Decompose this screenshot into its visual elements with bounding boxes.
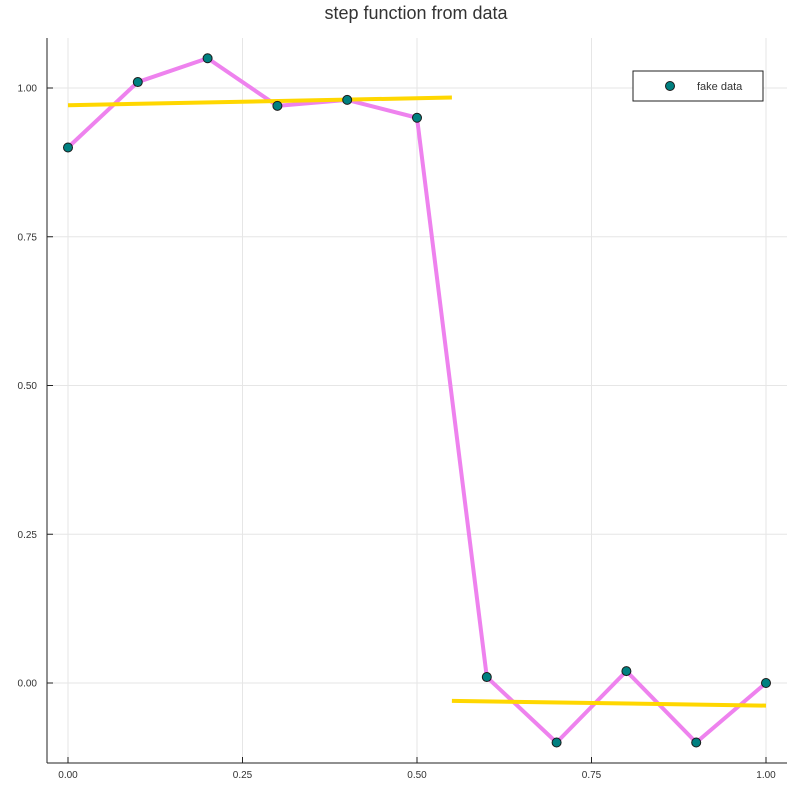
y-tick-label: 0.50 (18, 381, 38, 392)
data-point (202, 53, 213, 64)
data-point (132, 77, 143, 88)
x-tick-label: 0.00 (58, 770, 78, 781)
y-tick-label: 0.75 (18, 232, 38, 243)
x-tick-label: 0.25 (233, 770, 253, 781)
data-point (342, 94, 353, 105)
data-point (691, 737, 702, 748)
data-point (621, 666, 632, 677)
x-tick-label: 1.00 (756, 770, 776, 781)
data-point (551, 737, 562, 748)
data-point (412, 112, 422, 123)
x-tick-label: 0.50 (407, 770, 427, 781)
data-point (761, 678, 771, 688)
tick-labels: 0.00 0.25 0.50 0.75 1.00 0.00 0.25 0.50 0.75 1.00 (18, 84, 777, 782)
grid (47, 38, 787, 763)
x-tick-label: 0.75 (582, 770, 602, 781)
fit-line (451, 698, 767, 708)
y-tick-label: 0.25 (18, 530, 38, 541)
legend-marker (665, 81, 675, 91)
series (63, 53, 771, 748)
y-tick-label: 0.00 (18, 679, 38, 690)
data-point (63, 142, 73, 153)
legend-box (632, 70, 764, 102)
data-point (481, 672, 492, 683)
data-point (272, 100, 283, 111)
legend-label: fake data (697, 81, 743, 93)
fit-line (67, 95, 452, 108)
y-tick-label: 1.00 (18, 84, 38, 95)
chart-title: step function from data (324, 3, 508, 23)
legend: fake data (632, 70, 764, 102)
